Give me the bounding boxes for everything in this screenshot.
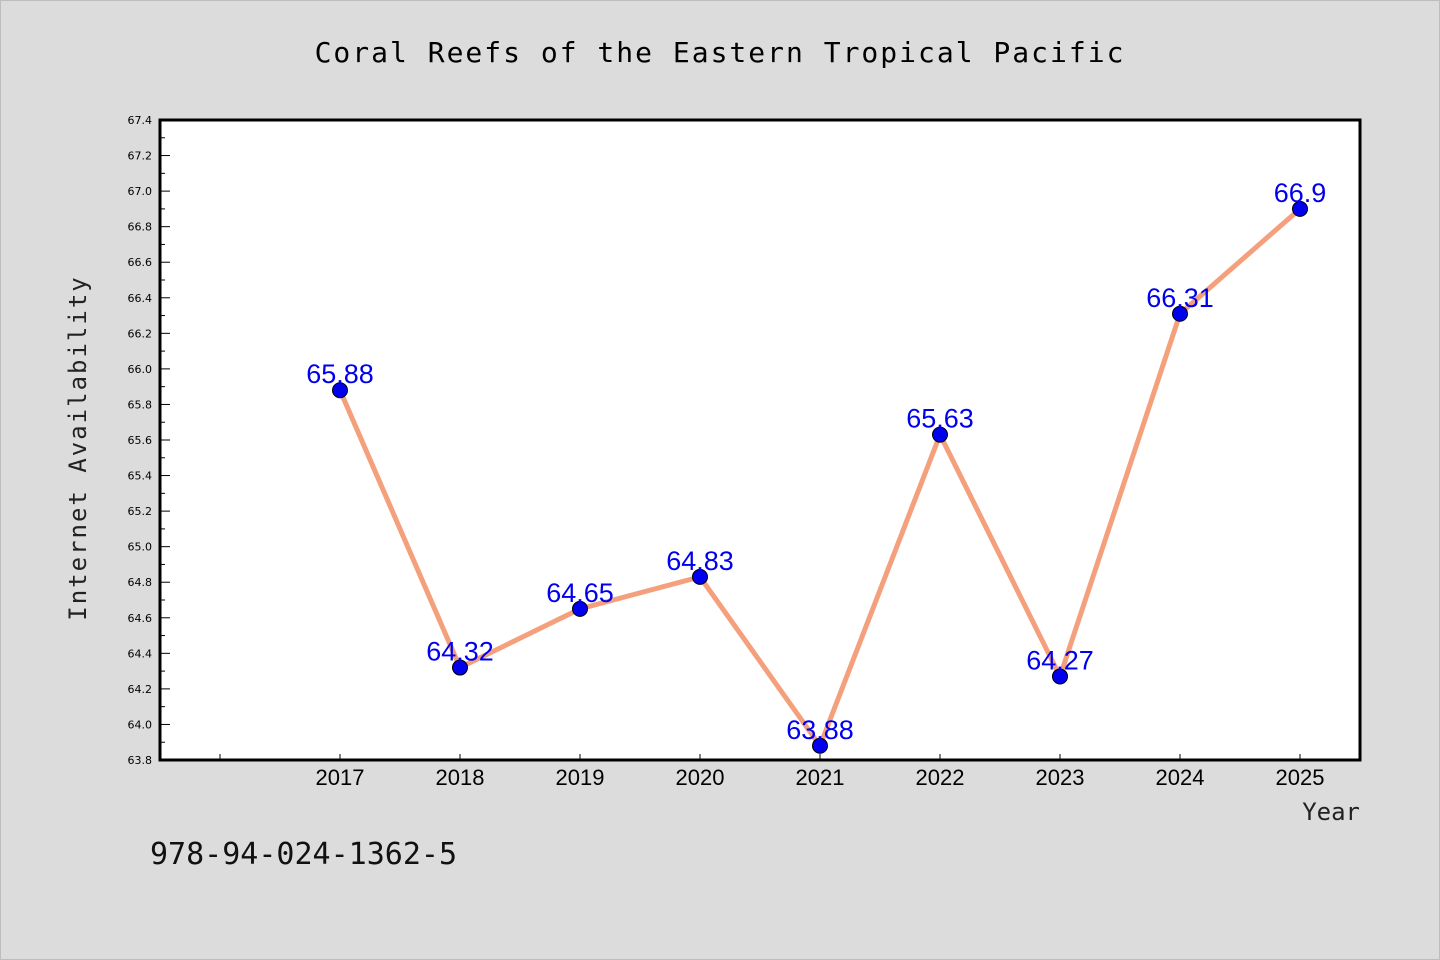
data-label: 64.27 xyxy=(1026,645,1094,675)
chart-title: Coral Reefs of the Eastern Tropical Paci… xyxy=(315,36,1126,69)
x-tick-label: 2018 xyxy=(436,765,485,790)
y-tick-label: 66.4 xyxy=(128,292,153,305)
y-tick-label: 65.8 xyxy=(128,398,153,411)
data-point xyxy=(452,659,468,676)
x-tick-label: 2024 xyxy=(1156,765,1205,790)
y-tick-label: 64.2 xyxy=(128,683,153,696)
data-label: 64.83 xyxy=(666,546,734,576)
x-tick-label: 2022 xyxy=(916,765,965,790)
y-tick-label: 64.6 xyxy=(128,612,153,625)
y-tick-label: 64.0 xyxy=(128,718,153,731)
y-tick-label: 67.2 xyxy=(128,150,153,163)
y-axis-ticks: 63.8 64.0 64.2 64.4 64.6 64.8 65.0 65.2 65.4 65.6… xyxy=(128,114,170,767)
data-label: 64.32 xyxy=(426,637,494,667)
data-point xyxy=(1052,668,1068,685)
y-tick-label: 66.8 xyxy=(128,221,153,234)
data-point xyxy=(572,600,588,617)
data-point xyxy=(332,382,348,399)
y-tick-label: 67.4 xyxy=(128,114,153,127)
x-tick-label: 2021 xyxy=(796,765,845,790)
data-point xyxy=(1172,305,1188,322)
data-point xyxy=(1292,200,1308,217)
y-tick-label: 65.4 xyxy=(128,470,153,483)
data-label: 64.65 xyxy=(546,578,614,608)
x-tick-label: 2023 xyxy=(1036,765,1085,790)
y-tick-label: 65.6 xyxy=(128,434,153,447)
data-label: 65.88 xyxy=(306,359,374,389)
data-point xyxy=(692,568,708,585)
y-axis-label: Internet Availability xyxy=(64,275,92,620)
x-axis-label: Year xyxy=(1302,798,1360,826)
x-tick-label: 2025 xyxy=(1276,765,1325,790)
data-label: 63.88 xyxy=(786,715,854,745)
y-tick-label: 65.0 xyxy=(128,541,153,554)
x-axis-ticks: 2017 2018 2019 2020 2021 2022 2023 2024 2025 xyxy=(219,754,1325,790)
data-labels-layer: 65.88 64.32 64.65 64.83 63.88 65.63 64.27 66.31… xyxy=(306,178,1326,745)
series-layer xyxy=(332,200,1308,754)
data-point xyxy=(812,737,828,754)
x-tick-label: 2019 xyxy=(556,765,605,790)
y-tick-label: 64.4 xyxy=(128,647,153,660)
data-label: 65.63 xyxy=(906,404,974,434)
x-tick-label: 2020 xyxy=(676,765,725,790)
data-point xyxy=(932,426,948,443)
y-tick-label: 63.8 xyxy=(128,754,153,767)
data-label: 66.9 xyxy=(1274,178,1327,208)
plot-frame xyxy=(158,118,1362,762)
x-tick-label: 2017 xyxy=(316,765,365,790)
y-tick-label: 66.0 xyxy=(128,363,153,376)
y-tick-label: 67.0 xyxy=(128,185,153,198)
y-tick-label: 65.2 xyxy=(128,505,153,518)
footer-code: 978-94-024-1362-5 xyxy=(150,837,457,872)
y-tick-label: 66.6 xyxy=(128,256,153,269)
y-tick-label: 66.2 xyxy=(128,327,153,340)
data-label: 66.31 xyxy=(1146,283,1214,313)
y-tick-label: 64.8 xyxy=(128,576,153,589)
